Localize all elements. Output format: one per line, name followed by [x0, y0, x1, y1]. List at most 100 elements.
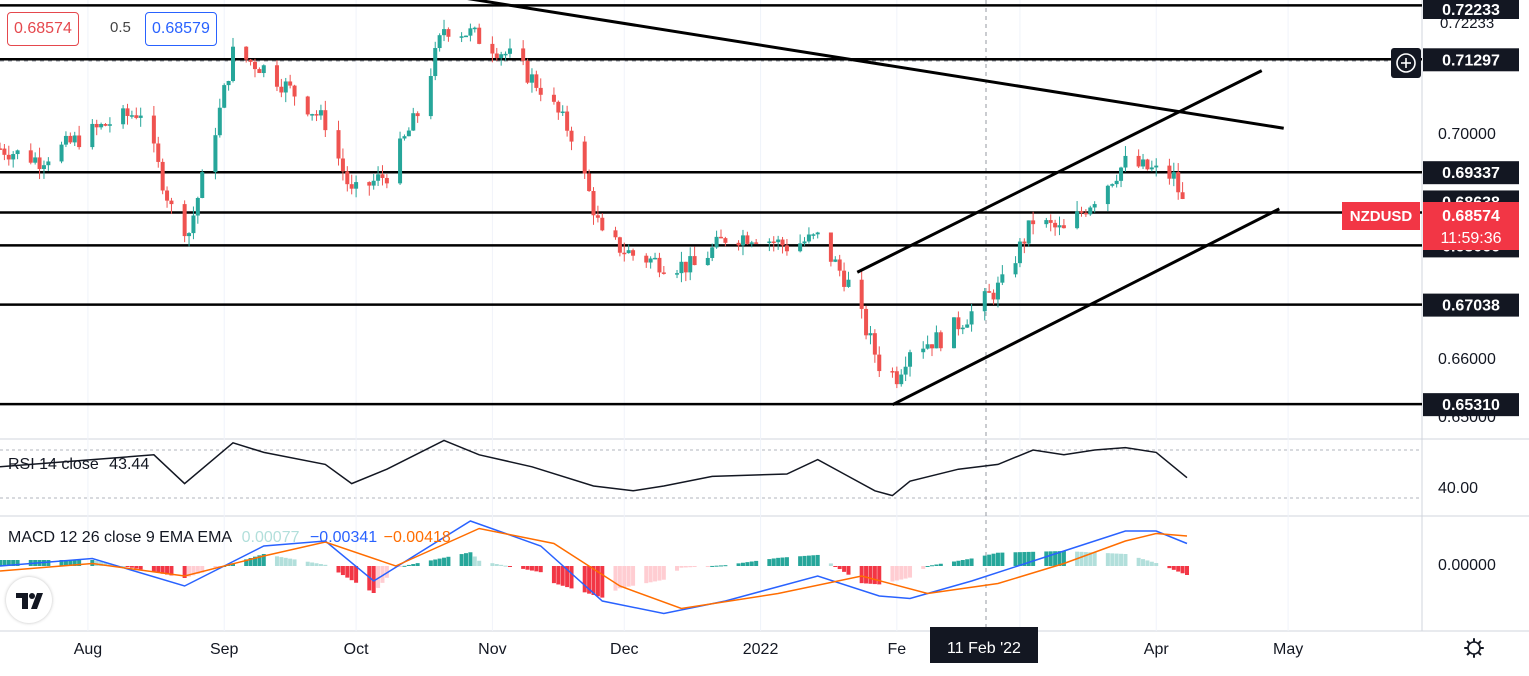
bar-countdown: 11:59:36: [1440, 230, 1501, 247]
macd-histogram-bar: [59, 560, 64, 566]
gear-icon[interactable]: [1464, 638, 1484, 658]
candle-body: [617, 237, 622, 253]
macd-histogram-bar: [1092, 552, 1097, 566]
rsi-legend[interactable]: RSI 14 close 43.44: [8, 456, 149, 474]
candle-body: [965, 324, 970, 328]
macd-histogram-bar: [1053, 551, 1058, 566]
candle-body: [815, 232, 820, 235]
candle-body: [1092, 204, 1097, 208]
candle-body: [1031, 220, 1036, 225]
horizontal-levels[interactable]: [0, 4, 1422, 406]
candle-body: [877, 354, 882, 372]
candle-body: [446, 29, 451, 37]
candle-body: [754, 242, 759, 244]
macd-histogram-bar: [107, 563, 112, 566]
macd-histogram-bar: [121, 566, 126, 567]
macd-histogram-bar: [433, 559, 438, 566]
candle-body: [987, 291, 992, 293]
macd-histogram-bar: [837, 566, 842, 570]
candle-body: [367, 182, 372, 186]
level-badge: [1423, 161, 1519, 185]
time-tick: Fe: [888, 641, 907, 658]
candle-body: [1088, 207, 1093, 215]
macd-histogram-bar: [464, 553, 469, 566]
candle-body: [182, 204, 187, 237]
macd-histogram-bar: [714, 565, 719, 567]
macd-histogram-bar: [1145, 560, 1150, 566]
price-axis[interactable]: 0.72233 0.70000 0.66000 0.65000 0.712970…: [1342, 0, 1519, 574]
macd-histogram-bar: [723, 565, 728, 567]
macd-histogram-bar: [890, 566, 895, 582]
macd-histogram-bar: [490, 563, 495, 566]
macd-histogram-bar: [653, 566, 658, 582]
candle-body: [156, 143, 161, 162]
macd-histogram-bar: [187, 566, 192, 577]
candle-body: [169, 200, 174, 205]
candle-body: [191, 215, 196, 234]
candle-body: [1154, 165, 1159, 168]
candle-body: [613, 230, 618, 238]
macd-histogram-bar: [1123, 554, 1128, 566]
macd-signal-line: [0, 527, 1188, 610]
candle-body: [28, 150, 33, 163]
level-badge: [1423, 0, 1519, 19]
ask-price-box[interactable]: 0.68579: [145, 12, 217, 46]
macd-histogram-bar: [354, 566, 359, 583]
macd-legend[interactable]: MACD 12 26 close 9 EMA EMA 0.00077 −0.00…: [8, 529, 451, 547]
candle-body: [622, 252, 627, 255]
candle-body: [745, 235, 750, 244]
candlestick-series: [0, 19, 1185, 389]
candle-body: [226, 80, 231, 86]
macd-histogram-bar: [534, 566, 539, 572]
candle-body: [345, 171, 350, 185]
candle-body: [938, 332, 943, 349]
macd-signal-value: −0.00418: [383, 529, 451, 546]
candle-body: [837, 259, 842, 271]
bid-price-box[interactable]: 0.68574: [7, 12, 79, 46]
candle-body: [767, 241, 772, 244]
candle-body: [565, 111, 570, 131]
candle-body: [288, 81, 293, 86]
ask-price: 0.68579: [152, 20, 210, 37]
time-axis[interactable]: AugSepOctNovDec2022FeMarAprMay: [74, 641, 1304, 658]
macd-histogram-bar: [1136, 557, 1141, 566]
candle-body: [1136, 155, 1141, 167]
macd-histogram-bar: [160, 566, 165, 574]
tradingview-logo[interactable]: [6, 577, 52, 623]
candle-body: [899, 374, 904, 385]
macd-histogram-bar: [1017, 552, 1022, 566]
symbol-name: NZDUSD: [1350, 208, 1413, 225]
candle-body: [644, 255, 649, 263]
macd-histogram-bar: [415, 563, 420, 566]
candle-body: [1145, 159, 1150, 170]
macd-histogram-bar: [472, 556, 477, 566]
macd-histogram-bar: [507, 566, 512, 567]
candle-body: [582, 141, 587, 174]
macd-hist-value: 0.00077: [241, 529, 300, 546]
candle-body: [991, 292, 996, 300]
candle-body: [833, 259, 838, 262]
macd-histogram-bar: [1057, 551, 1062, 566]
candle-body: [305, 96, 310, 115]
macd-line: [0, 520, 1188, 615]
trendlines[interactable]: [396, 0, 1284, 407]
candle-body: [1110, 184, 1115, 186]
candle-body: [323, 110, 328, 131]
macd-histogram-bar: [872, 566, 877, 585]
macd-histogram-bar: [231, 563, 236, 566]
macd-histogram-bar: [521, 566, 526, 569]
candle-body: [6, 154, 11, 160]
symbol-badge: [1342, 202, 1420, 230]
candle-body: [1105, 185, 1110, 205]
candle-body: [1075, 211, 1080, 229]
level-badge: [1423, 48, 1519, 72]
plus-circle-icon[interactable]: [1391, 48, 1421, 78]
candle-body: [222, 85, 227, 108]
candle-body: [688, 256, 693, 273]
time-tick: 2022: [743, 641, 779, 658]
macd-histogram-bar: [951, 561, 956, 566]
candle-body: [679, 261, 684, 274]
macd-histogram-bar: [15, 560, 20, 566]
